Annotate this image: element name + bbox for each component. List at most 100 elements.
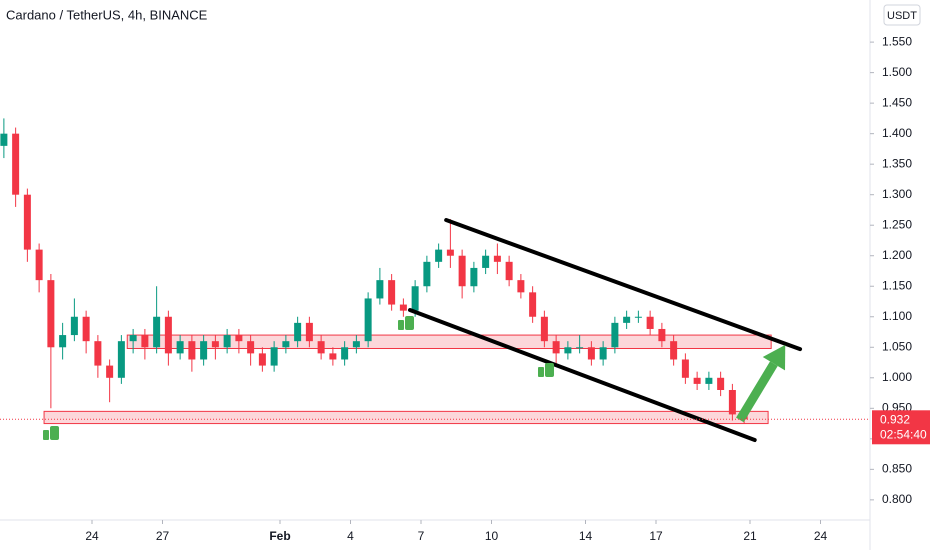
y-tick-label: 0.850 (882, 462, 912, 476)
candle-body (106, 365, 114, 378)
candle-body (176, 341, 184, 354)
candle-body (564, 347, 572, 354)
trendline (407, 308, 757, 443)
candle-body (517, 280, 525, 293)
candle-body (705, 377, 713, 384)
candle-body (599, 347, 607, 360)
candle-body (529, 292, 537, 317)
y-tick-label: 1.000 (882, 370, 912, 384)
candle-body (211, 341, 219, 348)
candle-body (540, 316, 548, 342)
x-tick-label: 24 (85, 529, 99, 543)
candle-body (23, 194, 31, 250)
arrow-shaft (736, 361, 778, 423)
candle-body (681, 359, 689, 378)
chart-title: Cardano / TetherUS, 4h, BINANCE (6, 7, 208, 22)
y-tick-label: 1.100 (882, 309, 912, 323)
candle-body (59, 335, 67, 348)
candle-body (70, 316, 78, 336)
x-tick-label: 7 (418, 529, 425, 543)
x-tick-label: Feb (269, 529, 290, 543)
candle-body (258, 353, 266, 366)
candle-body (376, 280, 384, 299)
y-tick-label: 1.400 (882, 126, 912, 140)
candle-body (270, 347, 278, 366)
last-price-label: 0.932 (880, 412, 910, 426)
y-tick-label: 1.300 (882, 187, 912, 201)
candle-body (576, 347, 584, 349)
y-tick-label: 1.500 (882, 65, 912, 79)
y-tick-label: 1.550 (882, 34, 912, 48)
candle-body (646, 316, 654, 329)
candle-body (693, 377, 701, 384)
candle-body (352, 341, 360, 348)
candle-body (317, 341, 325, 354)
candle-body (47, 280, 55, 348)
candle-body (552, 341, 560, 354)
candle-body (35, 249, 43, 281)
y-tick-label: 1.200 (882, 248, 912, 262)
x-tick-label: 14 (579, 529, 593, 543)
candle-body (294, 322, 302, 342)
candle-body (235, 335, 243, 342)
thumb-icon (538, 367, 544, 377)
candle-body (153, 316, 161, 348)
candle-body (223, 335, 231, 348)
arrow-head (762, 344, 786, 371)
candle-body (423, 261, 431, 287)
candle-body (446, 249, 454, 256)
candle-body (493, 255, 501, 262)
support-zone (43, 410, 769, 425)
candle-body (623, 316, 631, 323)
candle-body (200, 341, 208, 360)
x-tick-label: 17 (649, 529, 663, 543)
candle-body (435, 249, 443, 262)
candle-body (94, 341, 102, 366)
trendline (444, 218, 803, 352)
y-tick-label: 1.450 (882, 95, 912, 109)
candle-body (247, 341, 255, 354)
candle-body (117, 341, 125, 378)
candle-body (305, 322, 313, 342)
currency-label[interactable]: USDT (887, 10, 917, 22)
last-price-box (872, 410, 930, 445)
candle-body (0, 133, 8, 146)
x-tick-label: 4 (347, 529, 354, 543)
candle-body (658, 328, 666, 342)
candle-body (505, 261, 513, 281)
thumb-icon (50, 426, 59, 440)
y-tick-label: 1.150 (882, 278, 912, 292)
x-tick-label: 27 (156, 529, 170, 543)
candle-body (388, 280, 396, 305)
candle-body (399, 304, 407, 311)
thumb-icon (398, 320, 404, 330)
candle-body (470, 267, 478, 287)
candle-body (611, 322, 619, 348)
y-tick-label: 1.350 (882, 156, 912, 170)
candle-body (670, 341, 678, 360)
countdown-label: 02:54:40 (880, 427, 927, 441)
x-tick-label: 10 (485, 529, 499, 543)
candle-body (411, 286, 419, 311)
x-tick-label: 21 (743, 529, 757, 543)
candle-body (364, 298, 372, 342)
thumb-icon (545, 363, 554, 377)
candle-body (482, 255, 490, 268)
candle-body (728, 390, 736, 415)
candle-body (717, 377, 725, 390)
currency-box[interactable] (883, 4, 921, 26)
candle-body (634, 316, 642, 318)
candle-body (282, 341, 290, 348)
y-tick-label: 1.250 (882, 217, 912, 231)
candle-body (164, 316, 172, 354)
candle-body (587, 347, 595, 360)
candle-body (12, 133, 20, 195)
candle-body (188, 341, 196, 360)
y-tick-label: 1.050 (882, 339, 912, 353)
candle-body (341, 347, 349, 360)
y-tick-label: 0.800 (882, 492, 912, 506)
plot (0, 118, 803, 443)
x-tick-label: 24 (814, 529, 828, 543)
